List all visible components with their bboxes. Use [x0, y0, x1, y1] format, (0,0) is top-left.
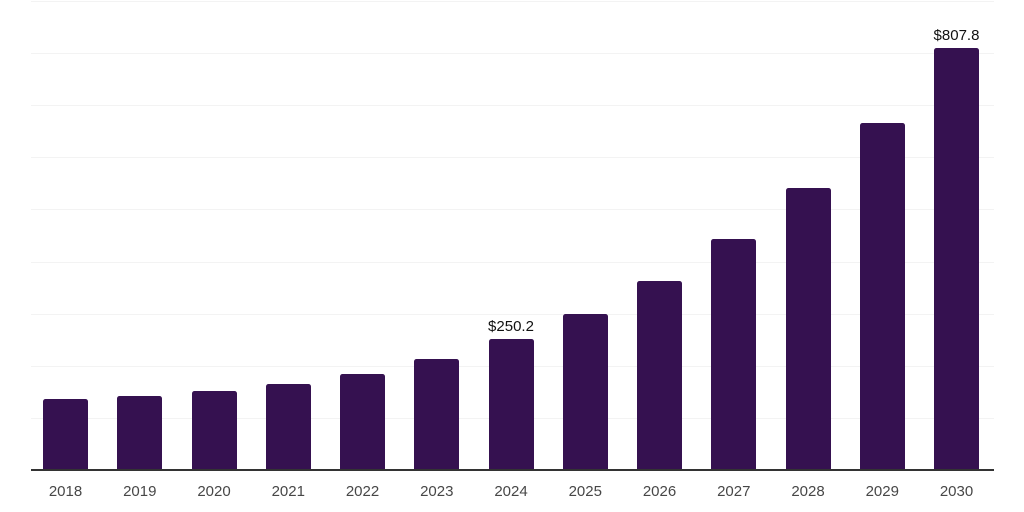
x-tick-2026: 2026 — [642, 483, 677, 500]
x-tick-2019: 2019 — [123, 483, 157, 500]
x-tick-2027: 2027 — [717, 483, 751, 500]
bar-2030: $807.8 — [934, 28, 979, 469]
bar-2023 — [414, 358, 460, 469]
gridline-500 — [31, 209, 994, 211]
gridline-800 — [31, 53, 994, 55]
bar-2018 — [43, 399, 88, 469]
data-label-2030: $807.8 — [933, 27, 980, 44]
bars: $250.2 $807.8 — [43, 0, 979, 469]
gridline-400 — [31, 261, 994, 263]
bar-2020 — [191, 390, 237, 469]
bar-2026 — [637, 280, 682, 469]
x-axis-labels: 2018 2019 2020 2021 2022 2023 2024 2025 2026 2027… — [43, 483, 979, 501]
x-tick-2029: 2029 — [865, 483, 899, 500]
gridline-900 — [31, 0, 994, 2]
x-tick-2025: 2025 — [568, 483, 602, 500]
bar-2022 — [340, 374, 385, 469]
gridline-300 — [31, 313, 994, 315]
plot-area: $250.2 $807.8 — [31, 0, 994, 471]
gridline-700 — [31, 105, 994, 107]
gridline-600 — [31, 157, 994, 159]
bar-2024: $250.2 — [488, 319, 534, 469]
bar-2027 — [711, 239, 757, 469]
x-tick-2028: 2028 — [791, 483, 825, 500]
x-tick-2022: 2022 — [345, 483, 380, 500]
x-tick-2018: 2018 — [48, 483, 83, 500]
data-label-2024: $250.2 — [488, 317, 534, 335]
bar-2019 — [117, 396, 163, 469]
x-tick-2021: 2021 — [271, 483, 305, 500]
x-tick-2020: 2020 — [197, 483, 231, 500]
x-tick-2024: 2024 — [494, 483, 528, 500]
x-axis-line — [31, 469, 994, 471]
bar-2029 — [859, 122, 905, 469]
bar-2028 — [785, 188, 831, 469]
bar-2025 — [562, 314, 608, 469]
bar-2021 — [265, 384, 311, 469]
x-tick-2030: 2030 — [939, 483, 974, 500]
x-tick-2023: 2023 — [420, 483, 454, 500]
